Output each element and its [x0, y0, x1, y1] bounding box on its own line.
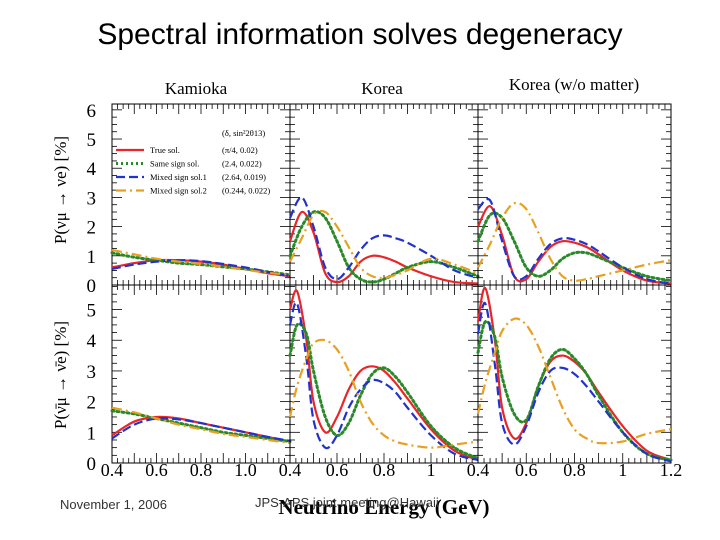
panel-kamioka-nu [110, 103, 292, 286]
footer-meeting: JPS-APS joint meeting@Hawaii [255, 495, 439, 510]
series-line-3 [476, 317, 672, 445]
series-line-3 [288, 338, 479, 449]
y-tick-label-top: 2 [87, 218, 97, 239]
y-tick-label-top: 3 [87, 188, 97, 209]
legend-header: (δ, sin²2θ13) [222, 128, 265, 138]
series-line-0 [288, 210, 479, 285]
panel-frame [477, 103, 672, 286]
x-tick-label: 0.4 [279, 460, 302, 480]
y-tick-label-bottom: 2 [87, 393, 97, 414]
x-tick-label: 0.6 [145, 460, 168, 480]
panel-title-kamioka: Kamioka [165, 79, 228, 98]
legend-entry-name: Mixed sign sol.1 [150, 172, 207, 182]
series-line-2 [289, 196, 479, 281]
series-line-3 [289, 209, 479, 279]
x-tick-label: 1.0 [234, 460, 257, 480]
series-line-1 [288, 322, 480, 460]
series-line-0 [288, 289, 479, 461]
series-line-3 [111, 248, 291, 276]
series-line-0 [477, 205, 672, 285]
legend-entry-name: True sol. [150, 145, 180, 155]
y-tick-label-bottom: 5 [87, 301, 97, 322]
x-tick-label: 1 [427, 460, 436, 480]
legend-entry-value: (2.4, 0.022) [222, 159, 262, 169]
y-tick-label-top: 6 [87, 101, 97, 122]
panel-korea-nu [288, 103, 480, 286]
panel-titles: Kamioka Korea Korea (w/o matter) [165, 75, 639, 98]
y-axis-label-bottom: P(ν̄μ → ν̄e) [%] [51, 321, 70, 429]
series-line-3 [111, 406, 291, 445]
series-line-2 [111, 259, 291, 278]
x-tick-label: 0.6 [515, 460, 538, 480]
x-tick-label: 0.8 [373, 460, 396, 480]
x-tick-label: 1 [618, 460, 627, 480]
series-line-2 [111, 417, 291, 442]
y-tick-label-bottom: 1 [87, 423, 97, 444]
x-tick-label: 0.6 [326, 460, 349, 480]
legend: (δ, sin²2θ13) True sol. (π/4, 0.02) Same si… [116, 128, 270, 196]
y-tick-label-top: 1 [87, 247, 97, 268]
y-tick-label-bottom: 4 [87, 331, 97, 352]
legend-entry-name: Same sign sol. [150, 159, 199, 169]
x-tick-label: 1.2 [660, 460, 683, 480]
y-tick-label-bottom: 0 [87, 454, 97, 475]
legend-entry-value: (π/4, 0.02) [222, 145, 258, 155]
footer-date: November 1, 2006 [60, 497, 167, 512]
panel-title-korea-wo-matter: Korea (w/o matter) [509, 75, 639, 94]
series-line-2 [477, 198, 672, 285]
axis-labels: P(νμ → νe) [%] P(ν̄μ → ν̄e) [%] Neutrino… [51, 136, 490, 519]
series-line-2 [476, 301, 672, 463]
y-tick-label-top: 5 [87, 130, 97, 151]
x-tick-label: 0.8 [563, 460, 586, 480]
x-axis-label: Neutrino Energy (GeV) [278, 495, 489, 519]
y-tick-label-top: 0 [87, 276, 97, 297]
series-line-1 [288, 210, 480, 284]
panel-korea-nubar [288, 284, 480, 464]
slide-title: Spectral information solves degeneracy [97, 18, 623, 51]
panel-kamioka-nubar [110, 284, 292, 464]
series-line-3 [477, 201, 672, 282]
y-tick-label-bottom: 3 [87, 362, 97, 383]
series-line-0 [476, 286, 672, 461]
panel-title-korea: Korea [361, 79, 403, 98]
y-axis-label-top: P(νμ → νe) [%] [51, 136, 70, 244]
y-tick-label-top: 4 [87, 159, 97, 180]
panel-korea-wo-nu [476, 103, 673, 286]
legend-entry-value: (2.64, 0.019) [222, 172, 266, 182]
legend-entry-value: (0.244, 0.022) [222, 186, 270, 196]
panel-korea-wo-nubar [476, 284, 673, 464]
x-tick-label: 0.4 [101, 460, 124, 480]
series-line-1 [476, 211, 673, 283]
series-line-2 [288, 301, 479, 462]
series-line-0 [111, 258, 291, 278]
x-tick-label: 0.4 [467, 460, 490, 480]
legend-entry-name: Mixed sign sol.2 [150, 186, 207, 196]
x-tick-label: 0.8 [190, 460, 213, 480]
